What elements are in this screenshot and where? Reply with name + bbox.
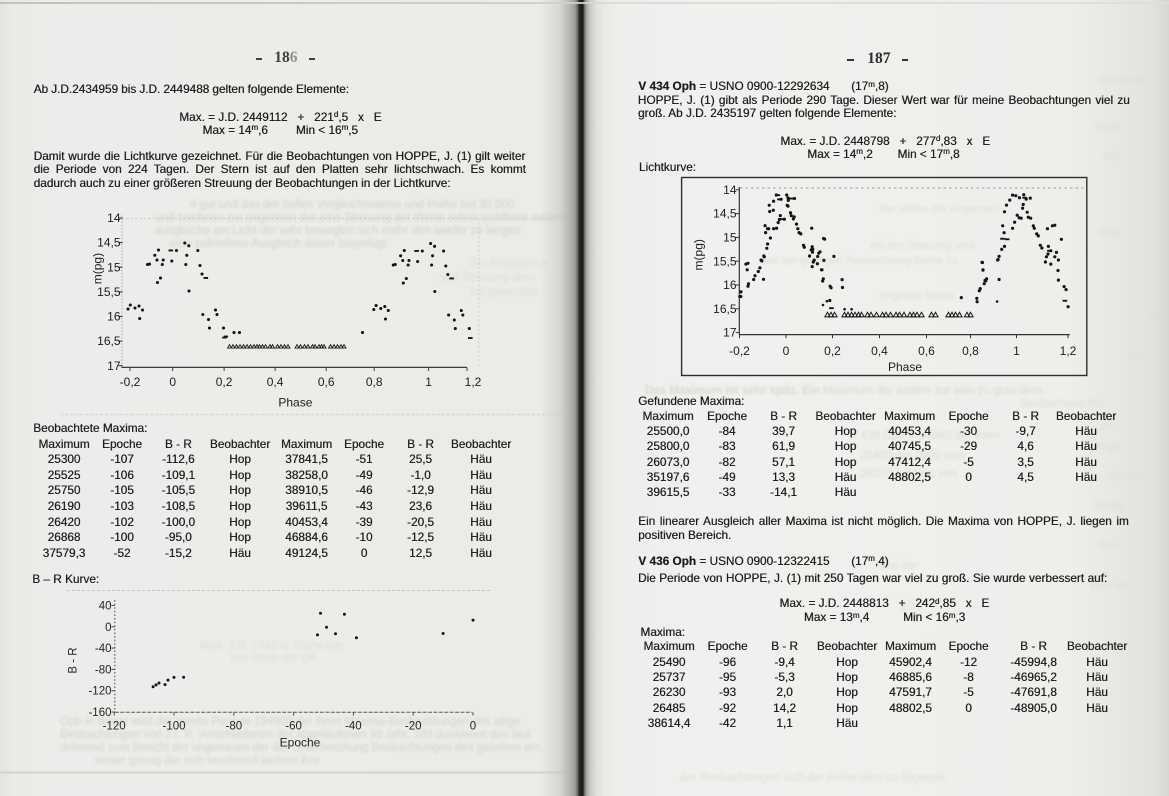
svg-text:16,5: 16,5 — [713, 302, 737, 316]
svg-text:-80: -80 — [95, 664, 112, 676]
svg-text:1: 1 — [425, 375, 432, 389]
svg-text:0,6: 0,6 — [918, 344, 935, 358]
svg-text:-100: -100 — [162, 720, 185, 732]
svg-text:0: 0 — [470, 720, 476, 732]
svg-text:-160: -160 — [88, 707, 111, 719]
svg-text:-40: -40 — [95, 643, 112, 655]
svg-text:1,2: 1,2 — [1060, 344, 1077, 358]
svg-text:0,4: 0,4 — [267, 375, 284, 389]
svg-text:B - R: B - R — [68, 647, 80, 673]
svg-text:0: 0 — [105, 622, 111, 634]
svg-text:1: 1 — [1013, 344, 1020, 358]
svg-text:1,2: 1,2 — [465, 375, 482, 389]
svg-text:-0,2: -0,2 — [729, 344, 750, 358]
svg-text:0,2: 0,2 — [824, 344, 841, 358]
svg-text:15,5: 15,5 — [713, 254, 737, 268]
svg-text:14,5: 14,5 — [713, 207, 737, 221]
svg-text:Epoche: Epoche — [280, 736, 321, 750]
svg-text:16: 16 — [723, 278, 737, 292]
svg-text:0,8: 0,8 — [962, 344, 979, 358]
svg-text:17: 17 — [107, 359, 121, 373]
svg-text:-120: -120 — [103, 720, 126, 732]
svg-text:-60: -60 — [285, 720, 302, 732]
svg-text:0: 0 — [169, 375, 176, 389]
svg-text:40: 40 — [99, 601, 112, 613]
svg-text:15,5: 15,5 — [97, 285, 121, 299]
svg-text:14,5: 14,5 — [97, 236, 121, 250]
svg-text:16,5: 16,5 — [97, 334, 121, 348]
svg-text:15: 15 — [107, 260, 121, 274]
svg-text:17: 17 — [723, 326, 737, 340]
svg-text:0,8: 0,8 — [366, 375, 383, 389]
svg-text:-0,2: -0,2 — [120, 375, 141, 389]
svg-text:Phase: Phase — [888, 360, 922, 374]
svg-text:m(pg): m(pg) — [91, 253, 105, 284]
svg-text:Phase: Phase — [278, 395, 312, 409]
svg-text:0: 0 — [783, 344, 790, 358]
svg-text:14: 14 — [723, 183, 737, 197]
svg-text:-40: -40 — [345, 720, 362, 732]
svg-text:m(pg): m(pg) — [692, 239, 706, 270]
svg-text:0,6: 0,6 — [318, 375, 335, 389]
svg-text:14: 14 — [107, 211, 121, 225]
svg-text:16: 16 — [107, 310, 121, 324]
svg-text:0,4: 0,4 — [871, 344, 888, 358]
svg-text:-80: -80 — [225, 720, 242, 732]
svg-text:15: 15 — [723, 231, 737, 245]
svg-text:-120: -120 — [88, 686, 111, 698]
svg-text:-20: -20 — [405, 720, 422, 732]
svg-text:0,2: 0,2 — [216, 375, 233, 389]
